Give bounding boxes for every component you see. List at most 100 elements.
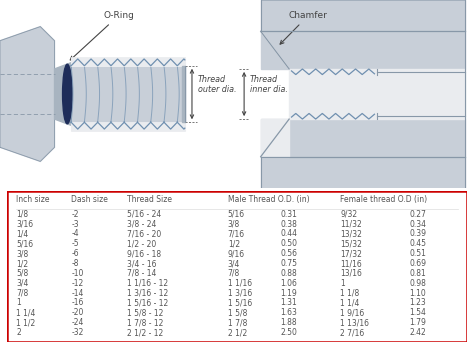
Text: 3/16: 3/16 — [16, 219, 34, 228]
Text: 1 1/4: 1 1/4 — [16, 308, 36, 317]
Text: 7/8: 7/8 — [16, 289, 28, 298]
Text: 1 5/8: 1 5/8 — [228, 308, 247, 317]
Text: 1 7/8 - 12: 1 7/8 - 12 — [127, 318, 163, 327]
Text: 13/16: 13/16 — [340, 269, 362, 278]
Text: 3/8: 3/8 — [16, 249, 28, 258]
Text: 1.10: 1.10 — [410, 289, 426, 298]
Text: 1 1/2: 1 1/2 — [16, 318, 36, 327]
Polygon shape — [261, 0, 465, 31]
Text: Thread Size: Thread Size — [127, 195, 172, 204]
Ellipse shape — [63, 64, 72, 124]
Polygon shape — [261, 119, 289, 157]
Text: 9/16: 9/16 — [228, 249, 245, 258]
Text: 0.27: 0.27 — [410, 210, 426, 219]
Text: 1.79: 1.79 — [410, 318, 426, 327]
Text: 1 5/8 - 12: 1 5/8 - 12 — [127, 308, 163, 317]
Text: 1: 1 — [340, 279, 345, 288]
Text: 0.45: 0.45 — [410, 239, 427, 248]
Text: 1 5/16 - 12: 1 5/16 - 12 — [127, 298, 168, 307]
Text: 2 1/2 - 12: 2 1/2 - 12 — [127, 328, 163, 337]
Text: Thread
outer dia.: Thread outer dia. — [198, 75, 236, 94]
Text: 1/2 - 20: 1/2 - 20 — [127, 239, 156, 248]
Text: 0.38: 0.38 — [281, 219, 298, 228]
Text: 2: 2 — [16, 328, 21, 337]
Text: 1.06: 1.06 — [281, 279, 298, 288]
Polygon shape — [261, 31, 289, 69]
Text: 9/16 - 18: 9/16 - 18 — [127, 249, 161, 258]
Text: -32: -32 — [72, 328, 84, 337]
Text: 0.75: 0.75 — [281, 259, 298, 268]
Text: 1/2: 1/2 — [228, 239, 240, 248]
Text: 0.39: 0.39 — [410, 229, 427, 238]
Polygon shape — [261, 157, 465, 188]
Text: 0.34: 0.34 — [410, 219, 427, 228]
Text: 0.98: 0.98 — [410, 279, 426, 288]
Text: 0.88: 0.88 — [281, 269, 297, 278]
Polygon shape — [377, 72, 465, 116]
Text: Dash size: Dash size — [72, 195, 109, 204]
Text: 1 13/16: 1 13/16 — [340, 318, 369, 327]
Text: 9/32: 9/32 — [340, 210, 357, 219]
Text: 0.51: 0.51 — [410, 249, 426, 258]
Text: 3/8: 3/8 — [228, 219, 240, 228]
Text: Thread
inner dia.: Thread inner dia. — [250, 75, 288, 94]
Text: 11/16: 11/16 — [340, 259, 362, 268]
Text: 1 3/16 - 12: 1 3/16 - 12 — [127, 289, 168, 298]
Polygon shape — [261, 119, 465, 157]
Polygon shape — [261, 31, 465, 69]
Text: 1.88: 1.88 — [281, 318, 297, 327]
Polygon shape — [289, 69, 465, 119]
Text: -2: -2 — [72, 210, 79, 219]
Text: 1 5/16: 1 5/16 — [228, 298, 252, 307]
Text: Inch size: Inch size — [16, 195, 50, 204]
Text: Chamfer: Chamfer — [280, 11, 328, 44]
Text: 3/4 - 16: 3/4 - 16 — [127, 259, 156, 268]
Text: 15/32: 15/32 — [340, 239, 362, 248]
Text: 2.50: 2.50 — [281, 328, 298, 337]
Text: 1.31: 1.31 — [281, 298, 297, 307]
Text: 0.50: 0.50 — [281, 239, 298, 248]
Text: 1/2: 1/2 — [16, 259, 28, 268]
Text: 17/32: 17/32 — [340, 249, 362, 258]
Text: 0.56: 0.56 — [281, 249, 298, 258]
Text: 1.19: 1.19 — [281, 289, 297, 298]
Text: 7/16: 7/16 — [228, 229, 245, 238]
Polygon shape — [55, 63, 71, 125]
Text: -10: -10 — [72, 269, 84, 278]
Text: 0.44: 0.44 — [281, 229, 298, 238]
Polygon shape — [71, 66, 185, 122]
Text: -8: -8 — [72, 259, 79, 268]
Text: Male Thread O.D. (in): Male Thread O.D. (in) — [228, 195, 310, 204]
Polygon shape — [182, 66, 185, 122]
Text: -12: -12 — [72, 279, 84, 288]
Text: 2 1/2: 2 1/2 — [228, 328, 247, 337]
Text: -4: -4 — [72, 229, 79, 238]
Text: 7/8: 7/8 — [228, 269, 240, 278]
Text: 1.54: 1.54 — [410, 308, 426, 317]
Text: 0.31: 0.31 — [281, 210, 298, 219]
Text: 3/4: 3/4 — [16, 279, 29, 288]
Text: 1/4: 1/4 — [16, 229, 28, 238]
Text: 3/8 - 24: 3/8 - 24 — [127, 219, 156, 228]
Text: 5/8: 5/8 — [16, 269, 28, 278]
Text: 7/8 - 14: 7/8 - 14 — [127, 269, 156, 278]
Text: 1 9/16: 1 9/16 — [340, 308, 365, 317]
Text: 1 1/16: 1 1/16 — [228, 279, 252, 288]
Polygon shape — [0, 27, 55, 161]
Text: 11/32: 11/32 — [340, 219, 362, 228]
Text: 0.81: 0.81 — [410, 269, 426, 278]
Text: 5/16 - 24: 5/16 - 24 — [127, 210, 161, 219]
Text: 1.63: 1.63 — [281, 308, 298, 317]
Text: 13/32: 13/32 — [340, 229, 362, 238]
Text: 5/16: 5/16 — [16, 239, 34, 248]
Text: 2.42: 2.42 — [410, 328, 426, 337]
Text: -3: -3 — [72, 219, 79, 228]
Text: 3/4: 3/4 — [228, 259, 240, 268]
Text: 1 7/8: 1 7/8 — [228, 318, 247, 327]
Text: O-Ring: O-Ring — [70, 11, 134, 60]
Text: -6: -6 — [72, 249, 79, 258]
Text: -24: -24 — [72, 318, 84, 327]
Text: 1 1/16 - 12: 1 1/16 - 12 — [127, 279, 168, 288]
Text: -16: -16 — [72, 298, 84, 307]
Text: 1 3/16: 1 3/16 — [228, 289, 252, 298]
